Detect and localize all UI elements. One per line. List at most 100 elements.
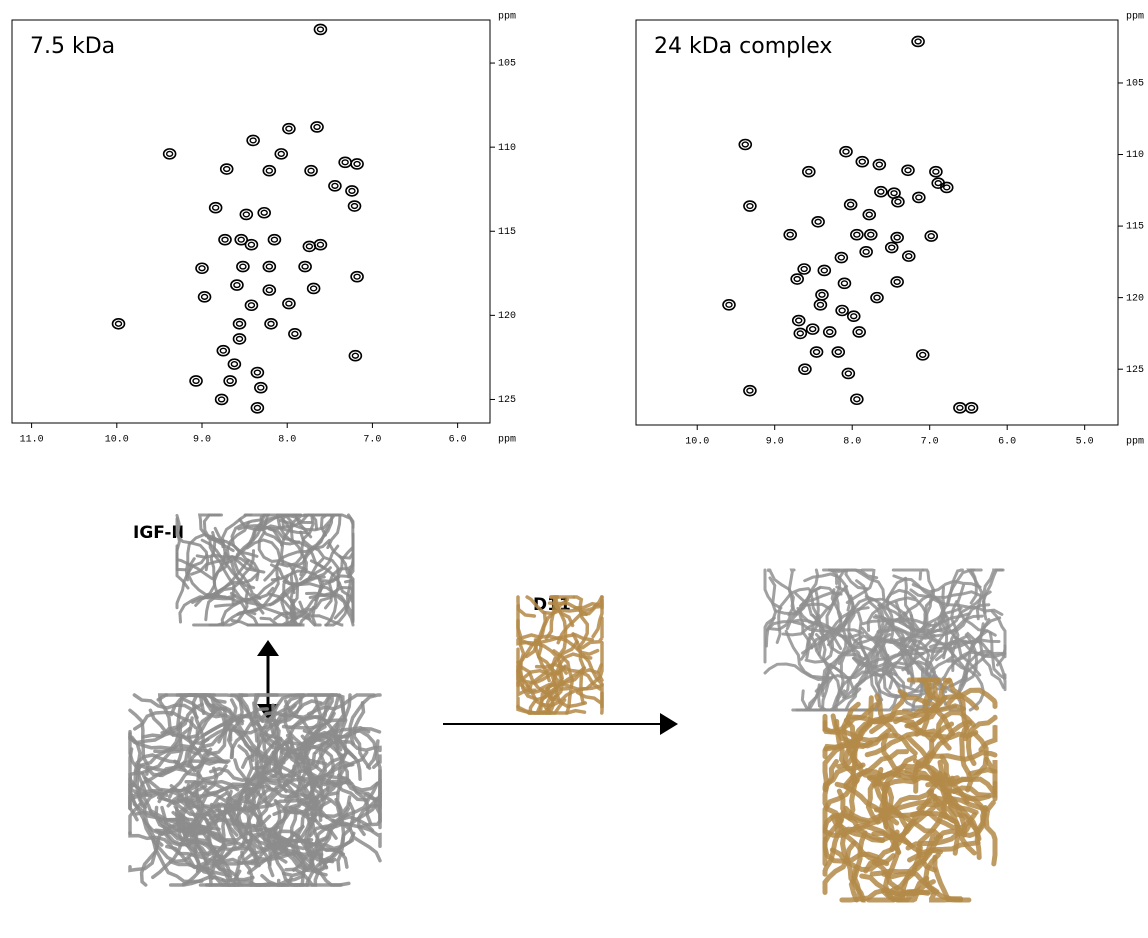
chart-title: 7.5 kDa [30,34,115,59]
peak [811,215,825,228]
structure-strand [935,638,1001,662]
structure-strand [839,887,914,903]
peak-contour [858,158,866,165]
structure-strand [905,722,979,740]
peak [738,138,753,151]
peak [244,299,259,312]
peak-contour [277,150,285,157]
structure-strand [921,568,935,625]
structure-strand [874,693,918,756]
structure-strand [904,677,952,729]
structure-strand [763,616,776,664]
peak-contour [350,202,359,210]
structure-strand [191,558,250,604]
structure-strand [272,804,301,864]
structure-strand [295,751,318,823]
structure-strand [933,805,988,842]
peak [262,260,277,273]
peak-contour [260,209,268,216]
structure-strand [262,693,306,730]
structure-strand [543,686,570,715]
peak [872,158,887,171]
peak-contour [932,168,940,175]
peak-contour [956,404,964,411]
peak-contour [301,263,309,270]
structure-strand [870,639,933,677]
structure-strand [591,595,604,639]
peak-contour [331,182,339,189]
peak-contour [865,211,873,218]
peak [328,180,342,192]
structure-strand [969,568,983,605]
peak [884,241,899,254]
structure-strand [928,892,964,903]
structure-strand [208,536,236,605]
peak-contour [219,347,228,354]
structure-strand [237,744,260,810]
peak-contour [795,317,803,324]
structure-strand [298,600,345,627]
structure-strand [903,576,937,638]
structure-strand [940,586,949,660]
structure-strand [881,833,936,880]
peak-contour [862,248,870,255]
structure-strand [220,586,275,627]
peak-contour [200,293,209,300]
structure-strand [945,687,998,709]
peak [230,279,244,291]
x-axis-label: ppm [1126,437,1144,448]
peak [350,158,364,170]
peak-contour [242,211,251,218]
structure-strand [268,831,328,877]
structure-strand [166,764,228,808]
y-tick-label: 110 [1126,150,1144,161]
structure-strand [213,841,282,867]
peak-contour [223,165,231,173]
peak-contour [348,187,356,194]
peak-contour [893,278,901,285]
structure-strand [953,636,1007,659]
structure-strand [836,788,886,843]
structure-strand [202,513,235,553]
structure-strand [911,579,982,594]
peak-contour [253,404,262,411]
structure-strand [847,767,886,821]
structure-strand [763,568,783,610]
structure-strand [171,810,238,845]
peak [313,238,328,251]
peak [234,233,249,246]
peak-contour [265,167,274,174]
x-tick-label: 8.0 [278,435,296,446]
structure-strand [148,708,210,746]
peak [850,228,864,241]
peak [298,260,312,273]
peak [246,134,260,147]
peak [219,163,234,175]
structure-strand [309,559,355,614]
structure-strand [822,759,844,823]
peak [227,358,242,370]
peak [793,327,808,340]
structure-strand [596,640,604,674]
y-axis-label: ppm [1126,12,1144,23]
peak [791,314,806,327]
structure-strand [155,829,220,856]
peak-contour [842,148,850,155]
structure-strand [536,610,551,683]
structure-strand [549,595,575,628]
peak [797,263,811,275]
structure-strand [827,568,886,601]
structure-strand [904,768,970,805]
peak-contour [796,330,804,337]
peak [257,206,272,219]
peak [912,191,926,204]
y-axis-label: ppm [498,12,516,23]
structure-strand [530,635,600,657]
peak-contour [890,190,898,197]
peak [901,250,916,262]
peak-contour [853,231,861,238]
peak-contour [837,254,846,261]
structure-strand [843,717,858,790]
peak [232,333,247,345]
peak-contour [846,201,855,208]
